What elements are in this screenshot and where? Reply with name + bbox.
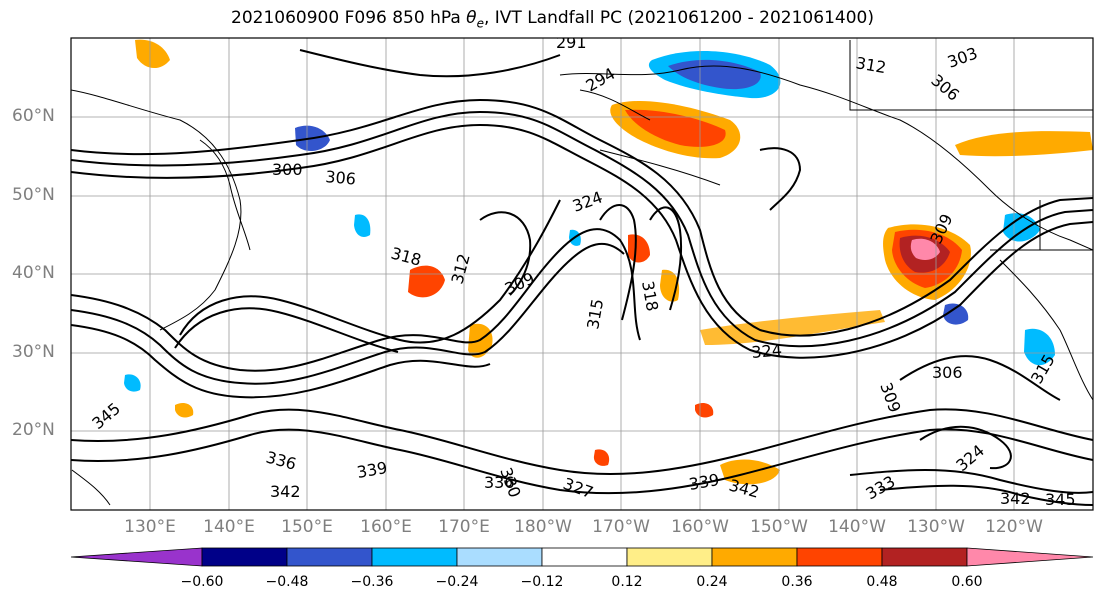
lon-label: 130°E — [124, 517, 176, 537]
colorbar-segment — [626, 547, 713, 567]
lon-label: 150°E — [281, 517, 333, 537]
colorbar-tick-label: 0.12 — [611, 574, 643, 590]
colorbar-tick-label: 0.48 — [866, 574, 898, 590]
svg-text:336: 336 — [484, 473, 515, 492]
lat-label: 30°N — [12, 342, 55, 362]
svg-text:345: 345 — [1045, 490, 1076, 509]
map-frame — [70, 37, 1094, 511]
colorbar-segment — [796, 547, 883, 567]
svg-text:336: 336 — [264, 448, 298, 474]
lon-label: 130°W — [907, 517, 965, 537]
coastlines — [71, 40, 1093, 506]
svg-text:309: 309 — [502, 268, 538, 298]
svg-text:312: 312 — [854, 53, 887, 77]
colorbar-segment — [286, 547, 373, 567]
lon-label: 170°W — [592, 517, 650, 537]
colorbar-tick-label: 0.60 — [951, 574, 983, 590]
lon-label: 140°W — [828, 517, 886, 537]
colorbar-segment — [881, 547, 968, 567]
colorbar-segment — [541, 547, 628, 567]
svg-text:291: 291 — [556, 33, 587, 52]
colorbar-tick-label: 0.36 — [781, 574, 813, 590]
graticule — [71, 38, 1093, 510]
svg-text:318: 318 — [389, 244, 423, 270]
svg-text:306: 306 — [325, 167, 357, 189]
svg-text:342: 342 — [1000, 489, 1031, 508]
lon-label: 140°E — [203, 517, 255, 537]
svg-text:339: 339 — [687, 470, 720, 494]
colorbar-tick-label: −0.60 — [180, 574, 224, 590]
colorbar-tick-label: −0.12 — [520, 574, 564, 590]
colorbar — [70, 547, 1094, 567]
lon-label: 180°W — [514, 517, 572, 537]
svg-text:303: 303 — [945, 43, 980, 71]
colorbar-tick-label: −0.36 — [350, 574, 394, 590]
colorbar-segment — [456, 547, 543, 567]
svg-text:324: 324 — [952, 441, 988, 475]
colorbar-segment — [70, 547, 203, 567]
lon-label: 170°E — [438, 517, 490, 537]
colorbar-segment — [711, 547, 798, 567]
theta-e-contours — [71, 49, 1093, 506]
colorbar-segment — [201, 547, 288, 567]
svg-text:318: 318 — [638, 279, 662, 312]
plot-title: 2021060900 F096 850 hPa θe, IVT Landfall… — [231, 8, 874, 31]
svg-text:330: 330 — [496, 465, 524, 500]
svg-text:306: 306 — [927, 71, 963, 105]
lat-label: 40°N — [12, 263, 55, 283]
svg-text:309: 309 — [876, 380, 904, 415]
svg-text:312: 312 — [448, 252, 474, 286]
svg-text:327: 327 — [561, 474, 596, 502]
lon-label: 160°E — [360, 517, 412, 537]
colorbar-tick-label: −0.24 — [435, 574, 479, 590]
colorbar-segment — [966, 547, 1094, 567]
svg-text:300: 300 — [272, 160, 303, 179]
svg-text:306: 306 — [932, 363, 963, 382]
lon-label: 120°W — [985, 517, 1043, 537]
svg-text:294: 294 — [583, 64, 619, 96]
lon-label: 160°W — [671, 517, 729, 537]
lon-label: 150°W — [750, 517, 808, 537]
lat-label: 50°N — [12, 185, 55, 205]
svg-text:339: 339 — [355, 458, 388, 482]
svg-text:315: 315 — [583, 297, 607, 330]
lat-label: 20°N — [12, 420, 55, 440]
svg-text:342: 342 — [270, 482, 301, 501]
svg-text:345: 345 — [88, 399, 124, 433]
colorbar-tick-label: −0.48 — [265, 574, 309, 590]
svg-text:324: 324 — [751, 340, 783, 362]
svg-text:324: 324 — [570, 187, 605, 215]
lat-label: 60°N — [12, 106, 55, 126]
colorbar-tick-label: 0.24 — [696, 574, 728, 590]
colorbar-segment — [371, 547, 458, 567]
svg-text:333: 333 — [863, 472, 899, 504]
shaded-anomalies — [124, 39, 1093, 485]
